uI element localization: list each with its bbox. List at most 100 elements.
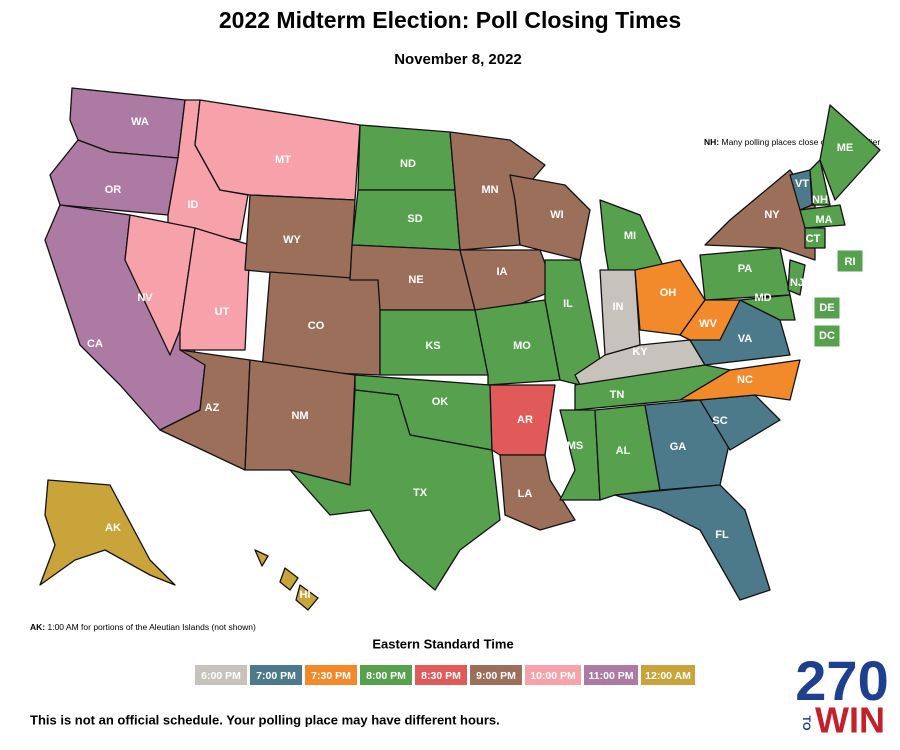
state-label: KS — [425, 340, 440, 352]
state-label: CO — [308, 320, 325, 332]
state-label: SC — [712, 415, 727, 427]
logo-to: TO — [800, 715, 812, 731]
state-label: IN — [613, 301, 624, 313]
state-label: CA — [87, 338, 103, 350]
state — [254, 549, 269, 567]
logo-number: 270 — [795, 649, 888, 712]
state — [809, 159, 831, 206]
state-label: FL — [715, 529, 729, 541]
state-label: MO — [513, 340, 531, 352]
state-label: HI — [300, 589, 311, 601]
legend-label: 12:00 AM — [645, 670, 691, 682]
state — [124, 214, 196, 356]
states: WA OR CA ID NV UT MT WY CO AZ NM ND SD NE KS OK TX MN IA MO… — [39, 87, 881, 611]
state — [644, 399, 731, 491]
state-label: WY — [283, 234, 301, 246]
state-label: IL — [563, 298, 573, 310]
state-label: MS — [567, 440, 584, 452]
state — [614, 484, 771, 601]
state — [679, 359, 801, 401]
legend-swatch — [305, 665, 357, 685]
state — [179, 227, 251, 351]
state-label: TX — [413, 487, 428, 499]
state — [679, 299, 741, 341]
state-label: MD — [754, 292, 771, 304]
legend: 6:00 PM 7:00 PM 7:30 PM 8:00 PM 8:30 PM 9:00 … — [195, 665, 695, 685]
state-label: MA — [815, 214, 832, 226]
state-label: PA — [738, 263, 753, 275]
state-label: NM — [291, 410, 308, 422]
state-label: LA — [518, 488, 533, 500]
state-label: AR — [517, 414, 533, 426]
state-box — [836, 249, 864, 273]
state-label: WI — [550, 209, 563, 221]
state-label: WV — [699, 318, 717, 330]
state-label: ME — [837, 142, 854, 154]
state — [295, 584, 319, 611]
state-label: RI — [845, 256, 856, 268]
state-label: UT — [215, 306, 230, 318]
legend-title: Eastern Standard Time — [372, 636, 513, 651]
state-label: VA — [738, 333, 753, 345]
state-label: NC — [737, 374, 753, 386]
state — [787, 259, 806, 296]
state — [509, 174, 591, 261]
state — [39, 479, 176, 586]
state-label: OR — [105, 184, 122, 196]
ak-note: AK: 1:00 AM for portions of the Aleutian… — [30, 622, 256, 632]
state-label: MT — [275, 154, 291, 166]
legend-swatch — [470, 665, 522, 685]
legend-label: 7:00 PM — [256, 670, 296, 682]
state-label: NV — [137, 292, 153, 304]
state — [499, 454, 576, 531]
state-label: OK — [432, 396, 449, 408]
state — [559, 409, 601, 501]
state-label: AK — [105, 522, 121, 534]
state-label: AL — [616, 445, 631, 457]
state — [289, 389, 501, 591]
state-label: GA — [670, 441, 687, 453]
legend-swatch — [250, 665, 302, 685]
state — [244, 359, 356, 486]
state-label: KY — [632, 346, 648, 358]
legend-swatch — [641, 665, 695, 685]
state — [474, 299, 561, 386]
state-label: WA — [131, 116, 149, 128]
legend-swatch — [195, 665, 247, 685]
state — [459, 249, 556, 313]
state — [194, 99, 361, 201]
state — [279, 567, 299, 591]
state-label: IA — [497, 266, 508, 278]
state — [799, 204, 846, 229]
legend-label: 9:00 PM — [476, 670, 516, 682]
legend-label: 7:30 PM — [311, 670, 351, 682]
legend-label: 8:30 PM — [421, 670, 461, 682]
nh-note: NH: Many polling places close one hour e… — [704, 137, 880, 147]
legend-label: 10:00 PM — [530, 670, 576, 682]
logo: 270 TO WIN — [795, 649, 888, 741]
logo-win: WIN — [815, 700, 885, 741]
state-label: VT — [795, 178, 809, 190]
state-label: MN — [481, 184, 498, 196]
legend-swatch — [584, 665, 638, 685]
state-box — [813, 296, 841, 320]
state — [351, 189, 461, 251]
subtitle: November 8, 2022 — [394, 51, 522, 68]
state-label: OH — [660, 287, 677, 299]
legend-label: 8:00 PM — [366, 670, 406, 682]
state-label: ND — [400, 158, 416, 170]
state-label: NJ — [790, 277, 804, 289]
legend-swatch — [360, 665, 412, 685]
state — [739, 294, 796, 321]
state — [819, 104, 881, 201]
legend-swatch — [415, 665, 467, 685]
state-label: DC — [819, 330, 835, 342]
state — [789, 169, 813, 211]
legend-swatch — [525, 665, 581, 685]
state-label: DE — [819, 302, 834, 314]
state-label: ID — [188, 199, 199, 211]
state-label: NY — [764, 209, 780, 221]
legend-label: 6:00 PM — [201, 670, 241, 682]
state-label: TN — [610, 389, 625, 401]
